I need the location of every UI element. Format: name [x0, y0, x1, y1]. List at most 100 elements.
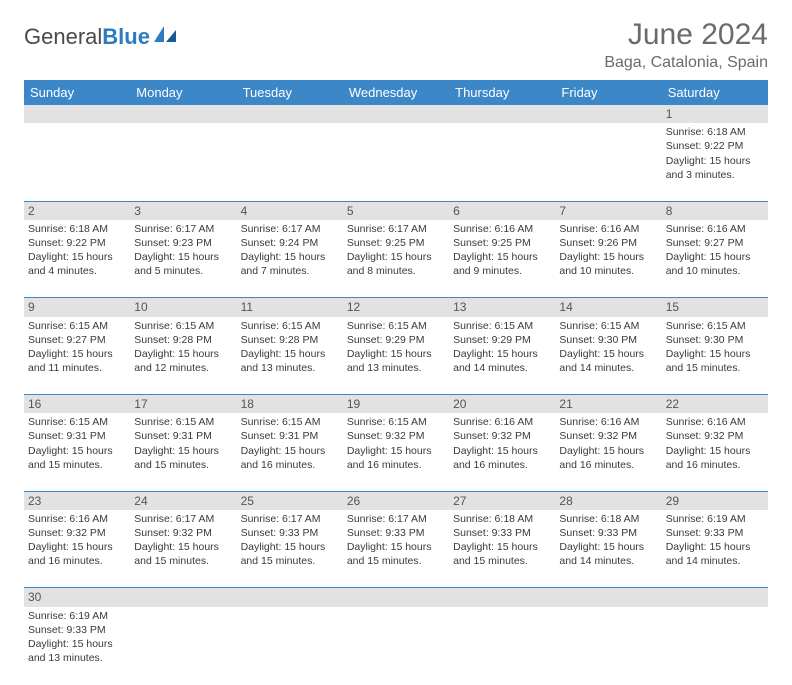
- day-number: [130, 588, 236, 607]
- sunrise-line: Sunrise: 6:15 AM: [241, 415, 339, 429]
- day-number: 27: [449, 491, 555, 510]
- sunrise-line: Sunrise: 6:18 AM: [666, 125, 764, 139]
- day-cell: Sunrise: 6:19 AMSunset: 9:33 PMDaylight:…: [24, 607, 130, 685]
- sunrise-line: Sunrise: 6:17 AM: [347, 512, 445, 526]
- day-number: 21: [555, 395, 661, 414]
- header: GeneralBlue June 2024 Baga, Catalonia, S…: [24, 18, 768, 72]
- day-number: 14: [555, 298, 661, 317]
- day-cell: Sunrise: 6:15 AMSunset: 9:31 PMDaylight:…: [237, 413, 343, 491]
- sunrise-line: Sunrise: 6:15 AM: [134, 415, 232, 429]
- daylight-line: Daylight: 15 hours and 15 minutes.: [347, 540, 445, 568]
- sunset-line: Sunset: 9:31 PM: [28, 429, 126, 443]
- daylight-line: Daylight: 15 hours and 10 minutes.: [559, 250, 657, 278]
- daylight-line: Daylight: 15 hours and 16 minutes.: [28, 540, 126, 568]
- daylight-line: Daylight: 15 hours and 15 minutes.: [241, 540, 339, 568]
- title-block: June 2024 Baga, Catalonia, Spain: [604, 18, 768, 72]
- sunrise-line: Sunrise: 6:15 AM: [28, 415, 126, 429]
- day-cell: Sunrise: 6:15 AMSunset: 9:31 PMDaylight:…: [24, 413, 130, 491]
- day-number: 28: [555, 491, 661, 510]
- day-cell: Sunrise: 6:17 AMSunset: 9:24 PMDaylight:…: [237, 220, 343, 298]
- day-cell: [662, 607, 768, 685]
- day-number: [343, 588, 449, 607]
- sunrise-line: Sunrise: 6:17 AM: [241, 512, 339, 526]
- day-number: 24: [130, 491, 236, 510]
- day-cell: Sunrise: 6:16 AMSunset: 9:32 PMDaylight:…: [555, 413, 661, 491]
- day-number: 18: [237, 395, 343, 414]
- day-number: 17: [130, 395, 236, 414]
- sunset-line: Sunset: 9:32 PM: [453, 429, 551, 443]
- day-cell: [555, 607, 661, 685]
- sunrise-line: Sunrise: 6:16 AM: [453, 415, 551, 429]
- daylight-line: Daylight: 15 hours and 10 minutes.: [666, 250, 764, 278]
- daylight-line: Daylight: 15 hours and 15 minutes.: [134, 540, 232, 568]
- daylight-line: Daylight: 15 hours and 16 minutes.: [666, 444, 764, 472]
- daylight-line: Daylight: 15 hours and 14 minutes.: [559, 540, 657, 568]
- daylight-line: Daylight: 15 hours and 3 minutes.: [666, 154, 764, 182]
- weekday-header: Sunday: [24, 80, 130, 105]
- day-cell: Sunrise: 6:15 AMSunset: 9:27 PMDaylight:…: [24, 317, 130, 395]
- sunrise-line: Sunrise: 6:17 AM: [134, 512, 232, 526]
- day-cell: Sunrise: 6:17 AMSunset: 9:33 PMDaylight:…: [343, 510, 449, 588]
- day-cell: Sunrise: 6:15 AMSunset: 9:30 PMDaylight:…: [662, 317, 768, 395]
- day-number: 6: [449, 201, 555, 220]
- day-cell: Sunrise: 6:17 AMSunset: 9:23 PMDaylight:…: [130, 220, 236, 298]
- weekday-header: Monday: [130, 80, 236, 105]
- daynum-row: 2345678: [24, 201, 768, 220]
- logo: GeneralBlue: [24, 18, 180, 50]
- logo-text-blue: Blue: [102, 24, 150, 50]
- sunset-line: Sunset: 9:30 PM: [666, 333, 764, 347]
- day-number: 8: [662, 201, 768, 220]
- week-row: Sunrise: 6:15 AMSunset: 9:31 PMDaylight:…: [24, 413, 768, 491]
- day-cell: Sunrise: 6:18 AMSunset: 9:22 PMDaylight:…: [662, 123, 768, 201]
- sunset-line: Sunset: 9:27 PM: [666, 236, 764, 250]
- day-number: 20: [449, 395, 555, 414]
- day-number: [237, 588, 343, 607]
- daylight-line: Daylight: 15 hours and 8 minutes.: [347, 250, 445, 278]
- day-cell: [130, 607, 236, 685]
- day-cell: [449, 123, 555, 201]
- day-cell: Sunrise: 6:18 AMSunset: 9:22 PMDaylight:…: [24, 220, 130, 298]
- sunset-line: Sunset: 9:32 PM: [666, 429, 764, 443]
- sunset-line: Sunset: 9:33 PM: [241, 526, 339, 540]
- location-text: Baga, Catalonia, Spain: [604, 54, 768, 72]
- day-number: 25: [237, 491, 343, 510]
- sunrise-line: Sunrise: 6:15 AM: [241, 319, 339, 333]
- sunrise-line: Sunrise: 6:15 AM: [559, 319, 657, 333]
- sunset-line: Sunset: 9:32 PM: [134, 526, 232, 540]
- day-cell: Sunrise: 6:16 AMSunset: 9:32 PMDaylight:…: [449, 413, 555, 491]
- day-number: 23: [24, 491, 130, 510]
- sunrise-line: Sunrise: 6:19 AM: [28, 609, 126, 623]
- sunrise-line: Sunrise: 6:15 AM: [347, 319, 445, 333]
- sunrise-line: Sunrise: 6:17 AM: [347, 222, 445, 236]
- sunset-line: Sunset: 9:26 PM: [559, 236, 657, 250]
- day-cell: [24, 123, 130, 201]
- day-cell: Sunrise: 6:17 AMSunset: 9:32 PMDaylight:…: [130, 510, 236, 588]
- day-number: 7: [555, 201, 661, 220]
- sunrise-line: Sunrise: 6:15 AM: [134, 319, 232, 333]
- daylight-line: Daylight: 15 hours and 15 minutes.: [453, 540, 551, 568]
- daylight-line: Daylight: 15 hours and 13 minutes.: [241, 347, 339, 375]
- logo-text-general: General: [24, 24, 102, 50]
- sunset-line: Sunset: 9:29 PM: [347, 333, 445, 347]
- sunrise-line: Sunrise: 6:16 AM: [559, 222, 657, 236]
- day-cell: Sunrise: 6:15 AMSunset: 9:28 PMDaylight:…: [237, 317, 343, 395]
- sunset-line: Sunset: 9:32 PM: [559, 429, 657, 443]
- daylight-line: Daylight: 15 hours and 15 minutes.: [28, 444, 126, 472]
- sunset-line: Sunset: 9:33 PM: [666, 526, 764, 540]
- day-cell: Sunrise: 6:16 AMSunset: 9:26 PMDaylight:…: [555, 220, 661, 298]
- day-number: [237, 105, 343, 123]
- daylight-line: Daylight: 15 hours and 15 minutes.: [134, 444, 232, 472]
- day-number: [24, 105, 130, 123]
- day-cell: [237, 123, 343, 201]
- sunrise-line: Sunrise: 6:18 AM: [559, 512, 657, 526]
- daylight-line: Daylight: 15 hours and 11 minutes.: [28, 347, 126, 375]
- day-number: 1: [662, 105, 768, 123]
- day-number: 2: [24, 201, 130, 220]
- sunrise-line: Sunrise: 6:17 AM: [241, 222, 339, 236]
- sunset-line: Sunset: 9:32 PM: [347, 429, 445, 443]
- sunset-line: Sunset: 9:25 PM: [347, 236, 445, 250]
- day-number: [555, 588, 661, 607]
- day-cell: [343, 123, 449, 201]
- sunrise-line: Sunrise: 6:16 AM: [559, 415, 657, 429]
- sunset-line: Sunset: 9:23 PM: [134, 236, 232, 250]
